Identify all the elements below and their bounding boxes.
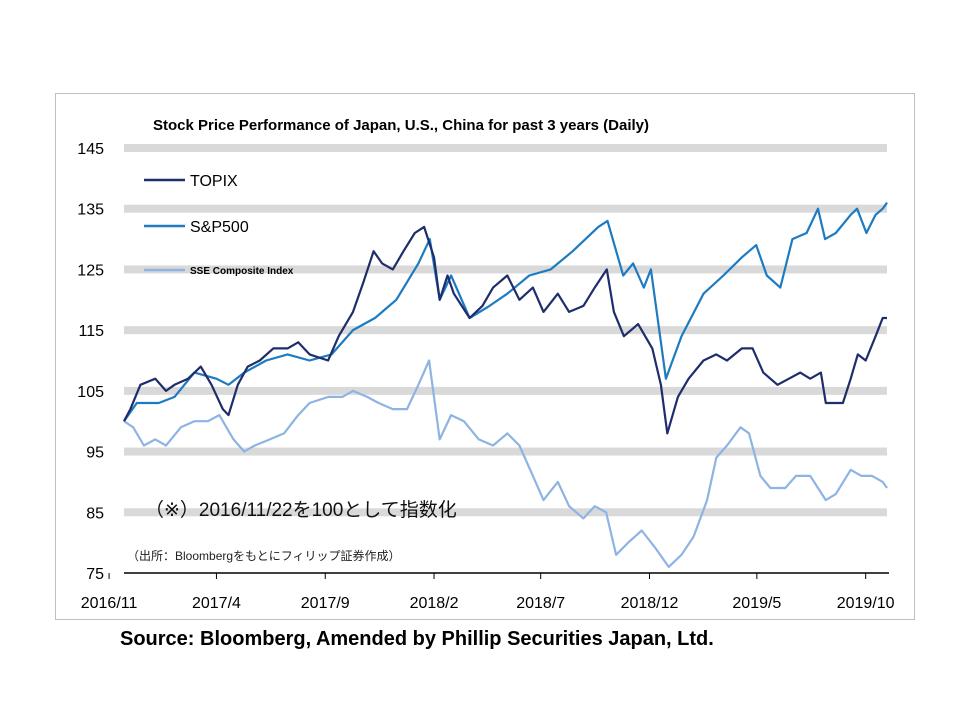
x-tick-label: 2017/9: [301, 595, 350, 612]
grid-band: [124, 386, 887, 395]
legend-label-sse-composite-index: SSE Composite Index: [190, 266, 294, 277]
series-line-topix: [123, 225, 887, 435]
y-tick-label: 115: [78, 323, 104, 340]
series-line-sse-composite-index: [123, 359, 888, 568]
source-note-japanese: （出所：Bloombergをもとにフィリップ証券作成）: [127, 549, 401, 563]
y-tick-label: 125: [77, 262, 104, 279]
grid-band: [124, 265, 887, 274]
grid-band: [124, 447, 887, 456]
y-tick-label: 85: [86, 505, 104, 522]
index-note: （※）2016/11/22を100として指数化: [145, 500, 457, 521]
source-caption: Source: Bloomberg, Amended by Phillip Se…: [120, 628, 714, 650]
y-tick-label: 145: [77, 141, 104, 158]
chart-frame: [55, 93, 915, 620]
x-tick-label: 2018/2: [410, 595, 459, 612]
x-tick-label: 2019/5: [732, 595, 781, 612]
y-tick-label: 95: [86, 445, 104, 462]
x-tick-label: 2018/12: [621, 595, 679, 612]
legend-label-topix: TOPIX: [190, 173, 238, 190]
grid-band: [124, 144, 887, 152]
grid-band: [124, 326, 887, 335]
legend-label-s-p500: S&P500: [190, 219, 249, 236]
x-tick-label: 2017/4: [192, 595, 241, 612]
x-tick-label: 2016/11: [81, 595, 138, 612]
grid-band: [124, 508, 887, 517]
y-tick-label: 135: [77, 202, 104, 219]
x-tick-label: 2019/10: [837, 595, 895, 612]
y-tick-label: 105: [77, 384, 104, 401]
grid-band: [124, 204, 887, 213]
series-line-s-p500: [123, 201, 888, 422]
chart-title: Stock Price Performance of Japan, U.S., …: [153, 117, 650, 134]
y-tick-label: 75: [86, 566, 104, 583]
x-tick-label: 2018/7: [516, 595, 565, 612]
